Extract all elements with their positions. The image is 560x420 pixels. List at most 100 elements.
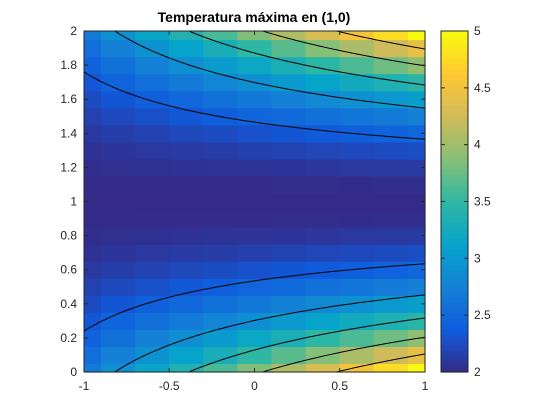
heatmap-cell: [271, 175, 307, 194]
colorbar-segment: [441, 238, 468, 245]
heatmap-cell: [203, 124, 239, 143]
colorbar-segment: [441, 345, 468, 352]
heatmap-cell: [271, 329, 307, 348]
heatmap-cell: [84, 39, 102, 58]
heatmap-cell: [271, 244, 307, 262]
heatmap-cell: [84, 107, 102, 126]
heatmap-cell: [84, 312, 102, 330]
x-tick-label: 0: [251, 379, 258, 393]
colorbar-segment: [441, 190, 468, 197]
colorbar-segment: [441, 148, 468, 155]
contour-lines: [83, 30, 426, 373]
heatmap-cell: [84, 192, 102, 211]
heatmap-cell: [135, 73, 170, 92]
heatmap-cell: [373, 175, 409, 194]
heatmap-cell: [271, 227, 307, 245]
heatmap-cell: [84, 31, 102, 41]
colorbar-segment: [441, 116, 468, 123]
heatmap-cell: [101, 158, 136, 177]
contour-line: [262, 30, 426, 67]
heatmap-cell: [203, 295, 239, 313]
heatmap-cell: [135, 158, 170, 177]
heatmap-cell: [135, 261, 170, 279]
heatmap-cell: [203, 244, 239, 262]
colorbar-segment: [441, 164, 468, 171]
y-tick-label: 1.6: [60, 92, 77, 106]
heatmap-cell: [339, 107, 375, 126]
heatmap-cell: [305, 346, 341, 365]
contour-line: [83, 71, 426, 140]
colorbar-segment: [441, 137, 468, 144]
heatmap-cell: [203, 56, 239, 75]
y-tick-label: 1.4: [60, 126, 77, 140]
heatmap-cell: [305, 124, 341, 143]
colorbar-segment: [441, 228, 468, 235]
colorbar-segment: [441, 62, 468, 69]
heatmap-cell: [84, 363, 102, 373]
heatmap-cell: [339, 90, 375, 109]
colorbar-segment: [441, 286, 468, 293]
heatmap-cell: [169, 210, 204, 228]
colorbar-segment: [441, 105, 468, 112]
heatmap-cell: [339, 175, 375, 194]
heatmap-cell: [169, 158, 204, 177]
heatmap-cell: [237, 56, 273, 75]
heatmap-cell: [84, 244, 102, 262]
colorbar-segment: [441, 126, 468, 133]
colorbar-segment: [441, 41, 468, 48]
heatmap-cell: [339, 210, 375, 228]
colorbar-segment: [441, 270, 468, 277]
heatmap-cell: [135, 227, 170, 245]
heatmap-cell: [237, 329, 273, 348]
heatmap-cell: [237, 295, 273, 313]
heatmap-cell: [84, 278, 102, 296]
heatmap-cell: [237, 158, 273, 177]
heatmap-cell: [135, 141, 170, 160]
colorbar-tick-label: 2.5: [474, 308, 491, 322]
x-axis: -1 -0.5 0 0.5 1: [79, 31, 429, 393]
heatmap-cell: [407, 295, 426, 313]
heatmap-cell: [135, 329, 170, 348]
heatmap-cell: [407, 363, 426, 373]
heatmap-cell: [101, 124, 136, 143]
colorbar-segment: [441, 158, 468, 165]
y-tick-label: 1: [70, 195, 77, 209]
contour-line: [114, 294, 426, 373]
heatmap-cell: [135, 192, 170, 211]
heatmap-cell: [135, 346, 170, 365]
heatmap-cell: [237, 39, 273, 58]
x-tick-label: -1: [79, 379, 90, 393]
heatmap-cell: [101, 346, 136, 365]
colorbar-segment: [441, 36, 468, 43]
heatmap-cell: [203, 175, 239, 194]
heatmap-cell: [271, 141, 307, 160]
heatmap-cell: [84, 90, 102, 109]
colorbar-segment: [441, 292, 468, 299]
heatmap-cell: [169, 90, 204, 109]
heatmap-cell: [135, 107, 170, 126]
colorbar-segment: [441, 313, 468, 320]
colorbar-segment: [441, 254, 468, 261]
heatmap-cell: [135, 124, 170, 143]
heatmap-cell: [271, 210, 307, 228]
heatmap-cell: [84, 295, 102, 313]
heatmap-cell: [339, 329, 375, 348]
heatmap-cell: [339, 261, 375, 279]
heatmap-cell: [101, 90, 136, 109]
heatmap-cell: [135, 90, 170, 109]
colorbar: 2 2.5 3 3.5 4 4.5 5: [440, 24, 491, 379]
x-tick-label: -0.5: [159, 379, 180, 393]
heatmap-cell: [373, 124, 409, 143]
y-tick-label: 0.8: [60, 229, 77, 243]
heatmap-cell: [203, 39, 239, 58]
heatmap-cell: [373, 261, 409, 279]
heatmap-cell: [101, 227, 136, 245]
heatmap-cell: [135, 363, 170, 373]
heatmap-cell: [101, 141, 136, 160]
heatmap-cell: [271, 312, 307, 330]
chart-title: Temperatura máxima en (1,0): [158, 9, 351, 25]
colorbar-segment: [441, 46, 468, 53]
heatmap-cell: [271, 107, 307, 126]
heatmap-cell: [237, 90, 273, 109]
y-tick-label: 0.6: [60, 263, 77, 277]
